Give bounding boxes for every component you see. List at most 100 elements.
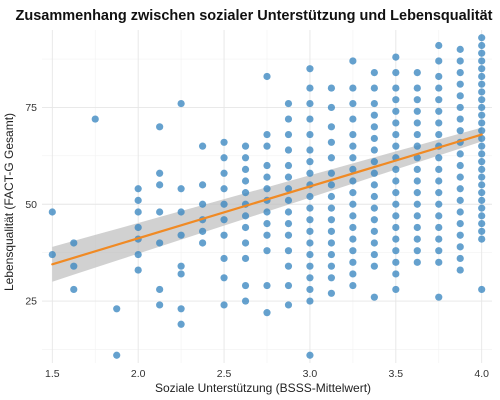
- data-point: [177, 99, 185, 108]
- data-point: [392, 223, 400, 232]
- data-point: [349, 223, 357, 232]
- data-point: [392, 53, 400, 61]
- data-point: [48, 208, 56, 216]
- data-point: [370, 169, 378, 177]
- data-point: [70, 285, 78, 294]
- data-point: [370, 239, 378, 247]
- data-point: [241, 142, 250, 150]
- data-point: [435, 189, 443, 197]
- data-point: [263, 185, 271, 193]
- y-axis-title: Lebensqualität (FACT-G Gesamt): [2, 113, 16, 291]
- data-point: [478, 134, 486, 143]
- data-point: [177, 208, 185, 216]
- data-point: [456, 68, 464, 77]
- data-point: [435, 247, 443, 255]
- data-point: [478, 227, 486, 235]
- data-point: [306, 130, 314, 139]
- data-point: [392, 235, 400, 243]
- data-point: [306, 274, 314, 282]
- data-point: [413, 235, 421, 243]
- data-point: [263, 220, 271, 228]
- data-point: [478, 196, 486, 204]
- data-point: [392, 285, 400, 294]
- data-point: [306, 99, 314, 108]
- data-point: [392, 212, 400, 220]
- data-point: [306, 262, 314, 270]
- data-point: [327, 216, 336, 224]
- data-point: [306, 204, 314, 212]
- x-tick-label: 1.5: [45, 368, 60, 380]
- data-point: [263, 130, 271, 139]
- data-point: [456, 243, 464, 251]
- data-point: [198, 142, 207, 150]
- data-point: [456, 231, 464, 239]
- data-point: [349, 235, 357, 243]
- data-point: [349, 247, 357, 255]
- data-point: [327, 250, 336, 259]
- data-point: [392, 247, 400, 255]
- data-point: [413, 177, 421, 185]
- data-point: [134, 185, 142, 193]
- data-point: [413, 223, 421, 232]
- data-point: [156, 285, 164, 294]
- data-point: [370, 158, 378, 166]
- data-point: [392, 68, 400, 77]
- data-point: [349, 142, 357, 150]
- data-point: [478, 189, 486, 197]
- data-point: [392, 119, 400, 127]
- data-point: [284, 196, 293, 204]
- data-point: [435, 154, 443, 162]
- data-point: [478, 65, 486, 73]
- data-point: [241, 254, 250, 263]
- x-tick-label: 2.5: [217, 368, 232, 380]
- data-point: [413, 96, 421, 104]
- data-point: [435, 212, 443, 220]
- data-point: [306, 285, 314, 294]
- data-point: [198, 200, 207, 208]
- data-point: [327, 84, 336, 92]
- data-point: [306, 227, 314, 235]
- data-point: [478, 173, 486, 181]
- data-point: [456, 266, 464, 274]
- data-point: [370, 293, 378, 301]
- data-point: [241, 223, 250, 232]
- data-point: [284, 281, 293, 290]
- data-point: [392, 130, 400, 139]
- data-point: [370, 134, 378, 143]
- data-point: [478, 72, 486, 81]
- data-point: [306, 192, 314, 201]
- data-point: [198, 181, 207, 189]
- data-point: [177, 185, 185, 193]
- chart-title: Zusammenhang zwischen sozialer Unterstüt…: [16, 8, 493, 24]
- data-point: [220, 138, 228, 146]
- data-point: [370, 250, 378, 259]
- data-point: [478, 181, 486, 189]
- x-axis-title: Soziale Unterstützung (BSSS-Mittelwert): [155, 381, 371, 395]
- data-point: [413, 247, 421, 255]
- data-point: [370, 262, 378, 270]
- data-point: [456, 208, 464, 216]
- data-point: [370, 146, 378, 154]
- data-point: [370, 227, 378, 235]
- data-point: [241, 189, 250, 197]
- data-point: [349, 115, 357, 123]
- data-point: [327, 154, 336, 162]
- data-point: [156, 239, 164, 247]
- data-point: [263, 142, 271, 150]
- data-point: [349, 177, 357, 185]
- data-point: [392, 189, 400, 197]
- data-point: [113, 305, 121, 313]
- data-point: [220, 254, 228, 263]
- data-point: [284, 130, 293, 139]
- data-point: [306, 158, 314, 166]
- data-point: [456, 127, 464, 135]
- data-point: [134, 196, 142, 204]
- data-point: [220, 200, 228, 208]
- data-point: [263, 173, 271, 181]
- data-point: [478, 127, 486, 135]
- data-point: [263, 72, 271, 81]
- data-point: [370, 216, 378, 224]
- data-point: [220, 231, 228, 239]
- data-point: [413, 68, 421, 77]
- x-axis-ticks: 1.5 2.0 2.5 3.0 3.5 4.0: [45, 368, 489, 380]
